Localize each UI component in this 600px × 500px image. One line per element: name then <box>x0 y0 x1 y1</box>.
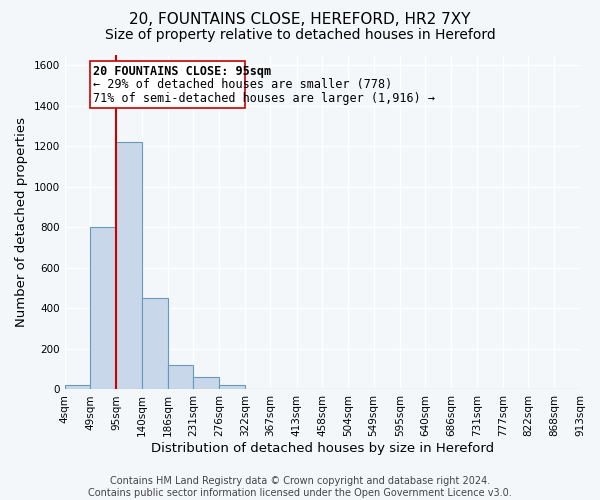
Bar <box>65 386 90 390</box>
Bar <box>168 365 193 390</box>
Bar <box>90 228 116 390</box>
Text: Size of property relative to detached houses in Hereford: Size of property relative to detached ho… <box>104 28 496 42</box>
Bar <box>142 298 168 390</box>
Bar <box>116 142 142 390</box>
Text: 71% of semi-detached houses are larger (1,916) →: 71% of semi-detached houses are larger (… <box>93 92 435 105</box>
Bar <box>193 378 219 390</box>
Y-axis label: Number of detached properties: Number of detached properties <box>15 117 28 327</box>
Text: 20, FOUNTAINS CLOSE, HEREFORD, HR2 7XY: 20, FOUNTAINS CLOSE, HEREFORD, HR2 7XY <box>129 12 471 28</box>
Text: ← 29% of detached houses are smaller (778): ← 29% of detached houses are smaller (77… <box>93 78 392 91</box>
Text: Contains HM Land Registry data © Crown copyright and database right 2024.
Contai: Contains HM Land Registry data © Crown c… <box>88 476 512 498</box>
FancyBboxPatch shape <box>90 61 245 108</box>
X-axis label: Distribution of detached houses by size in Hereford: Distribution of detached houses by size … <box>151 442 494 455</box>
Text: 20 FOUNTAINS CLOSE: 95sqm: 20 FOUNTAINS CLOSE: 95sqm <box>93 65 271 78</box>
Bar <box>219 386 245 390</box>
